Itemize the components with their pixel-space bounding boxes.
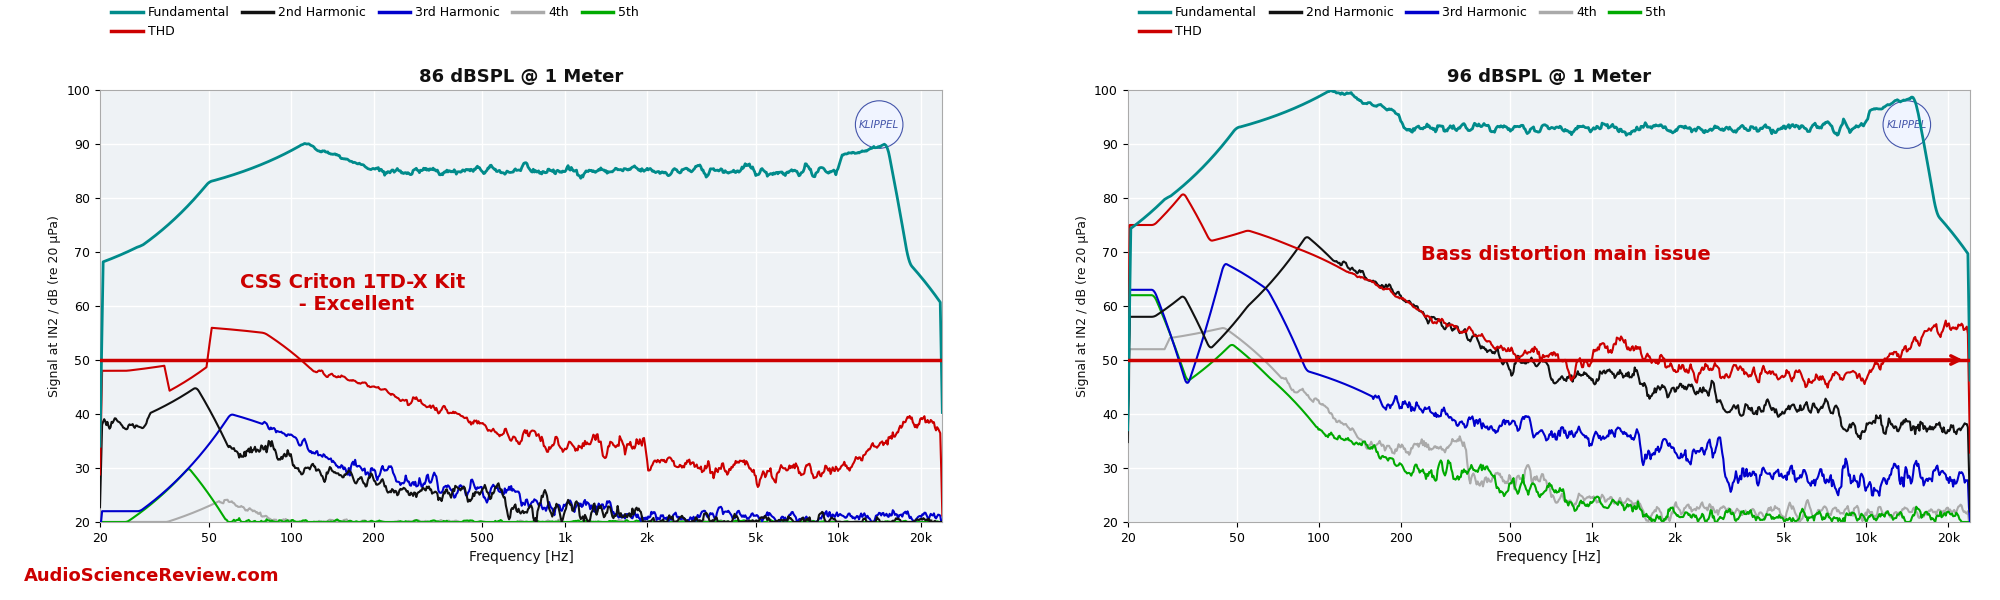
Text: Bass distortion main issue: Bass distortion main issue <box>1420 245 1710 263</box>
Y-axis label: Signal at IN2 / dB (re 20 μPa): Signal at IN2 / dB (re 20 μPa) <box>1076 215 1088 397</box>
Title: 86 dBSPL @ 1 Meter: 86 dBSPL @ 1 Meter <box>420 68 624 86</box>
Legend: Fundamental, THD, 2nd Harmonic, 3rd Harmonic, 4th, 5th: Fundamental, THD, 2nd Harmonic, 3rd Harm… <box>1134 1 1672 43</box>
Text: KLIPPEL: KLIPPEL <box>1886 119 1926 130</box>
Text: AudioScienceReview.com: AudioScienceReview.com <box>24 567 280 585</box>
Y-axis label: Signal at IN2 / dB (re 20 μPa): Signal at IN2 / dB (re 20 μPa) <box>48 215 60 397</box>
Text: KLIPPEL: KLIPPEL <box>860 119 900 130</box>
X-axis label: Frequency [Hz]: Frequency [Hz] <box>1496 550 1602 564</box>
Text: CSS Criton 1TD-X Kit
 - Excellent: CSS Criton 1TD-X Kit - Excellent <box>240 272 466 314</box>
Title: 96 dBSPL @ 1 Meter: 96 dBSPL @ 1 Meter <box>1446 68 1650 86</box>
X-axis label: Frequency [Hz]: Frequency [Hz] <box>468 550 574 564</box>
Legend: Fundamental, THD, 2nd Harmonic, 3rd Harmonic, 4th, 5th: Fundamental, THD, 2nd Harmonic, 3rd Harm… <box>106 1 644 43</box>
